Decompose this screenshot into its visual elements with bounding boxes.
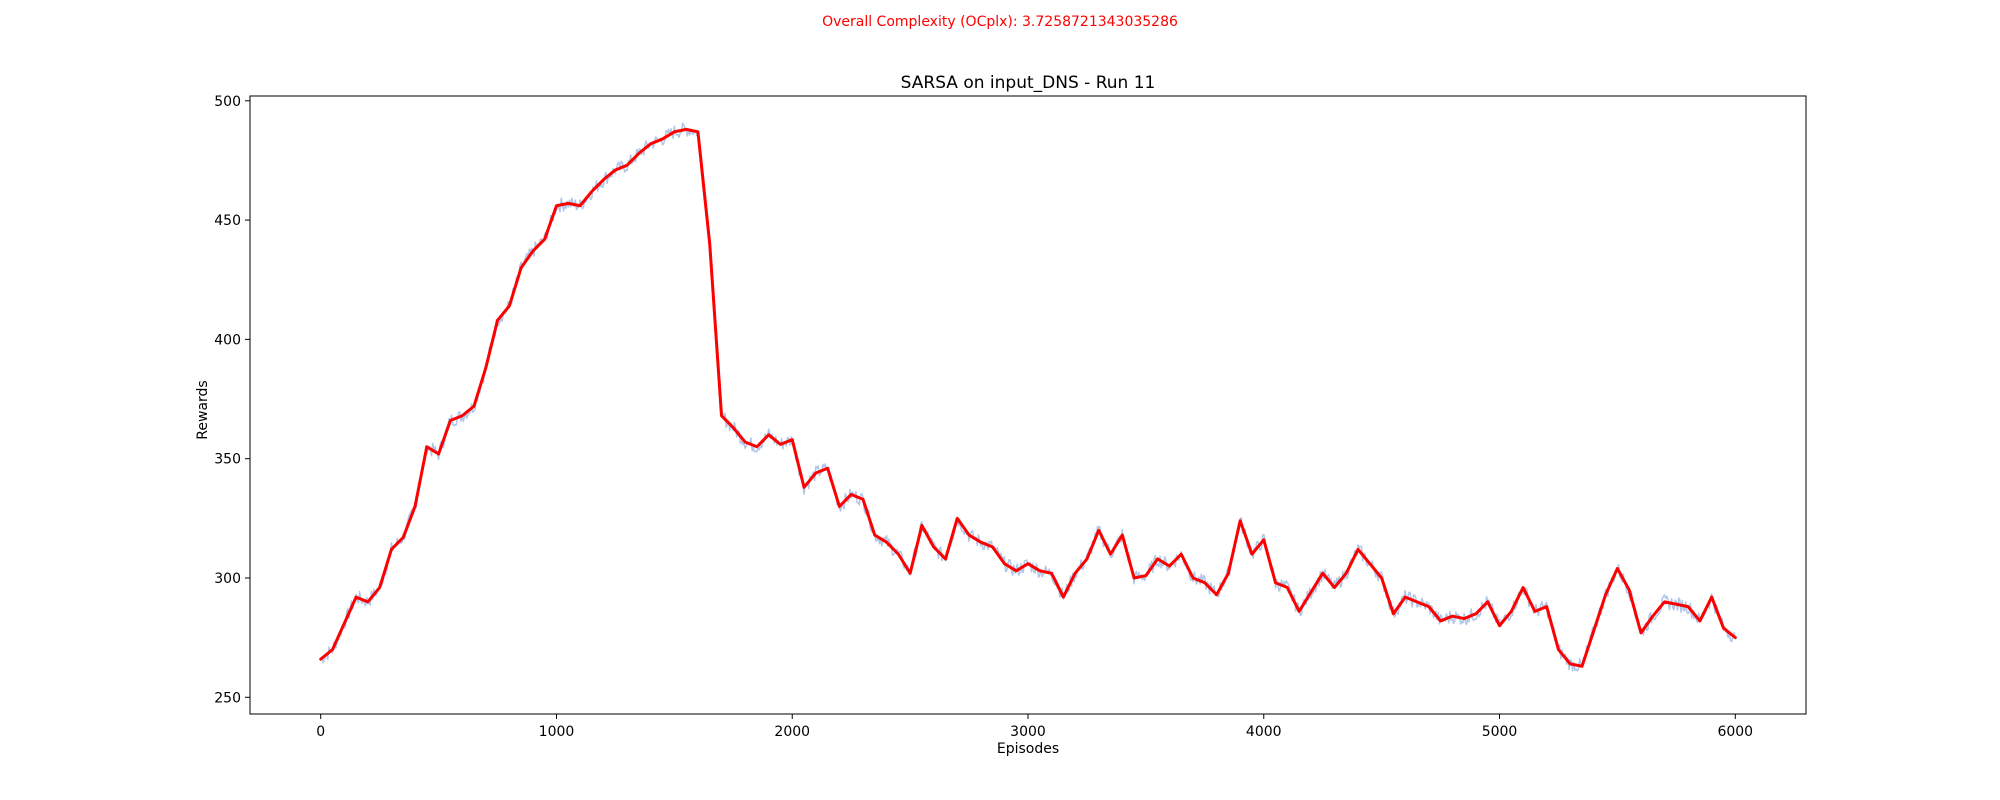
x-tick-label: 5000: [1482, 724, 1518, 740]
y-tick-label: 450: [214, 213, 241, 229]
x-tick-label: 2000: [774, 724, 810, 740]
x-tick-label: 6000: [1717, 724, 1753, 740]
x-tick-label: 1000: [539, 724, 575, 740]
chart-title: SARSA on input_DNS - Run 11: [901, 73, 1156, 93]
axes-frame: [249, 95, 1807, 715]
y-tick-label: 300: [214, 571, 241, 587]
y-tick-label: 400: [214, 332, 241, 348]
x-tick-label: 4000: [1246, 724, 1282, 740]
y-tick-label: 350: [214, 452, 241, 468]
y-tick-label: 250: [214, 690, 241, 706]
figure-suptitle: Overall Complexity (OCplx): 3.7258721343…: [822, 14, 1178, 30]
y-tick-label: 500: [214, 94, 241, 110]
plot-area: 0 1000 2000 3000 4000 5000 6000 250 300 350 400 450…: [214, 94, 1807, 740]
y-axis-label: Rewards: [195, 380, 211, 439]
x-tick-label: 0: [316, 724, 325, 740]
x-axis-label: Episodes: [997, 741, 1059, 757]
x-tick-label: 3000: [1010, 724, 1046, 740]
smoothed-rewards-line: [319, 127, 1737, 668]
